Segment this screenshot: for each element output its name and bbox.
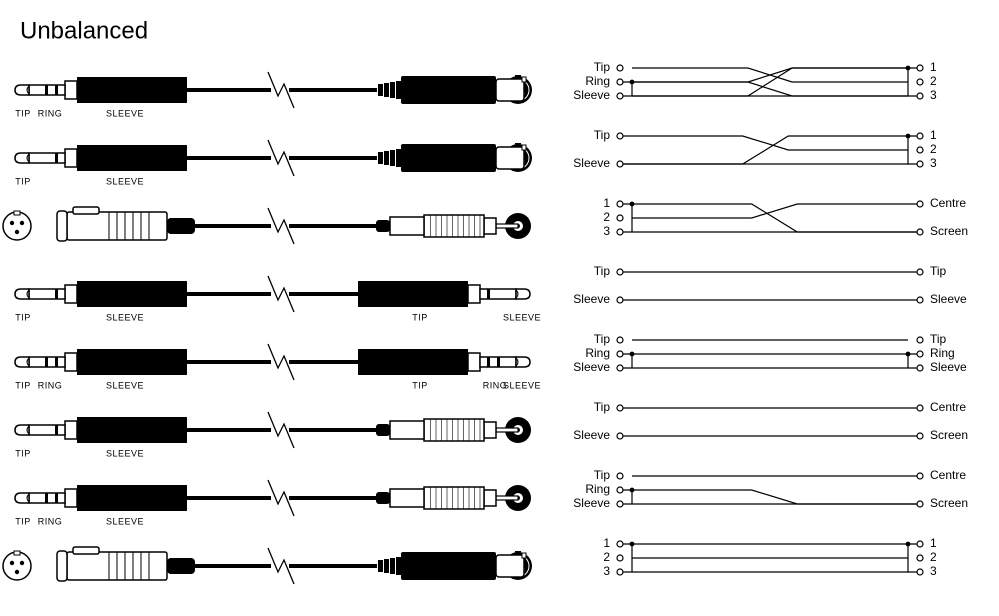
svg-text:TIP: TIP (15, 380, 31, 390)
svg-text:SLEEVE: SLEEVE (503, 312, 541, 322)
svg-text:SLEEVE: SLEEVE (106, 176, 144, 186)
svg-text:1: 1 (603, 196, 610, 210)
svg-text:Tip: Tip (594, 264, 611, 278)
svg-text:1: 1 (603, 536, 610, 550)
svg-text:SLEEVE: SLEEVE (106, 312, 144, 322)
svg-text:Unbalanced: Unbalanced (20, 17, 148, 44)
svg-text:Tip: Tip (594, 332, 611, 346)
svg-text:TIP: TIP (15, 312, 31, 322)
svg-text:2: 2 (603, 550, 610, 564)
svg-text:Tip: Tip (594, 60, 611, 74)
svg-text:2: 2 (930, 550, 937, 564)
svg-text:SLEEVE: SLEEVE (503, 380, 541, 390)
svg-text:3: 3 (603, 224, 610, 238)
svg-text:3: 3 (930, 564, 937, 578)
svg-text:Centre: Centre (930, 400, 966, 414)
svg-text:Ring: Ring (585, 74, 610, 88)
svg-text:Centre: Centre (930, 468, 966, 482)
svg-text:SLEEVE: SLEEVE (106, 380, 144, 390)
svg-text:TIP: TIP (15, 176, 31, 186)
svg-text:2: 2 (930, 142, 937, 156)
svg-text:Screen: Screen (930, 496, 968, 510)
svg-text:Sleeve: Sleeve (573, 156, 610, 170)
svg-text:1: 1 (930, 60, 937, 74)
svg-text:Tip: Tip (594, 400, 611, 414)
svg-text:Screen: Screen (930, 224, 968, 238)
svg-text:TIP: TIP (15, 448, 31, 458)
svg-text:RING: RING (38, 516, 63, 526)
svg-text:TIP: TIP (412, 312, 428, 322)
svg-text:Sleeve: Sleeve (573, 292, 610, 306)
svg-text:SLEEVE: SLEEVE (106, 108, 144, 118)
svg-text:Tip: Tip (930, 264, 947, 278)
svg-text:2: 2 (930, 74, 937, 88)
svg-text:Sleeve: Sleeve (573, 88, 610, 102)
svg-text:2: 2 (603, 210, 610, 224)
svg-text:Tip: Tip (930, 332, 947, 346)
svg-text:Ring: Ring (930, 346, 955, 360)
svg-text:3: 3 (930, 88, 937, 102)
svg-text:TIP: TIP (15, 516, 31, 526)
svg-text:1: 1 (930, 128, 937, 142)
svg-text:3: 3 (930, 156, 937, 170)
svg-text:1: 1 (930, 536, 937, 550)
svg-text:Ring: Ring (585, 482, 610, 496)
svg-text:Ring: Ring (585, 346, 610, 360)
svg-text:RING: RING (38, 108, 63, 118)
svg-text:Sleeve: Sleeve (573, 360, 610, 374)
diagram-canvas: UnbalancedTIPRINGSLEEVETIPSLEEVETIPSLEEV… (0, 0, 999, 616)
svg-text:Tip: Tip (594, 128, 611, 142)
svg-text:SLEEVE: SLEEVE (106, 516, 144, 526)
svg-text:Sleeve: Sleeve (930, 292, 967, 306)
svg-text:Sleeve: Sleeve (930, 360, 967, 374)
svg-text:RING: RING (483, 380, 508, 390)
svg-text:Sleeve: Sleeve (573, 428, 610, 442)
svg-text:TIP: TIP (15, 108, 31, 118)
svg-text:Screen: Screen (930, 428, 968, 442)
svg-text:RING: RING (38, 380, 63, 390)
svg-text:Centre: Centre (930, 196, 966, 210)
svg-text:3: 3 (603, 564, 610, 578)
svg-text:Sleeve: Sleeve (573, 496, 610, 510)
svg-text:SLEEVE: SLEEVE (106, 448, 144, 458)
svg-text:TIP: TIP (412, 380, 428, 390)
svg-text:Tip: Tip (594, 468, 611, 482)
